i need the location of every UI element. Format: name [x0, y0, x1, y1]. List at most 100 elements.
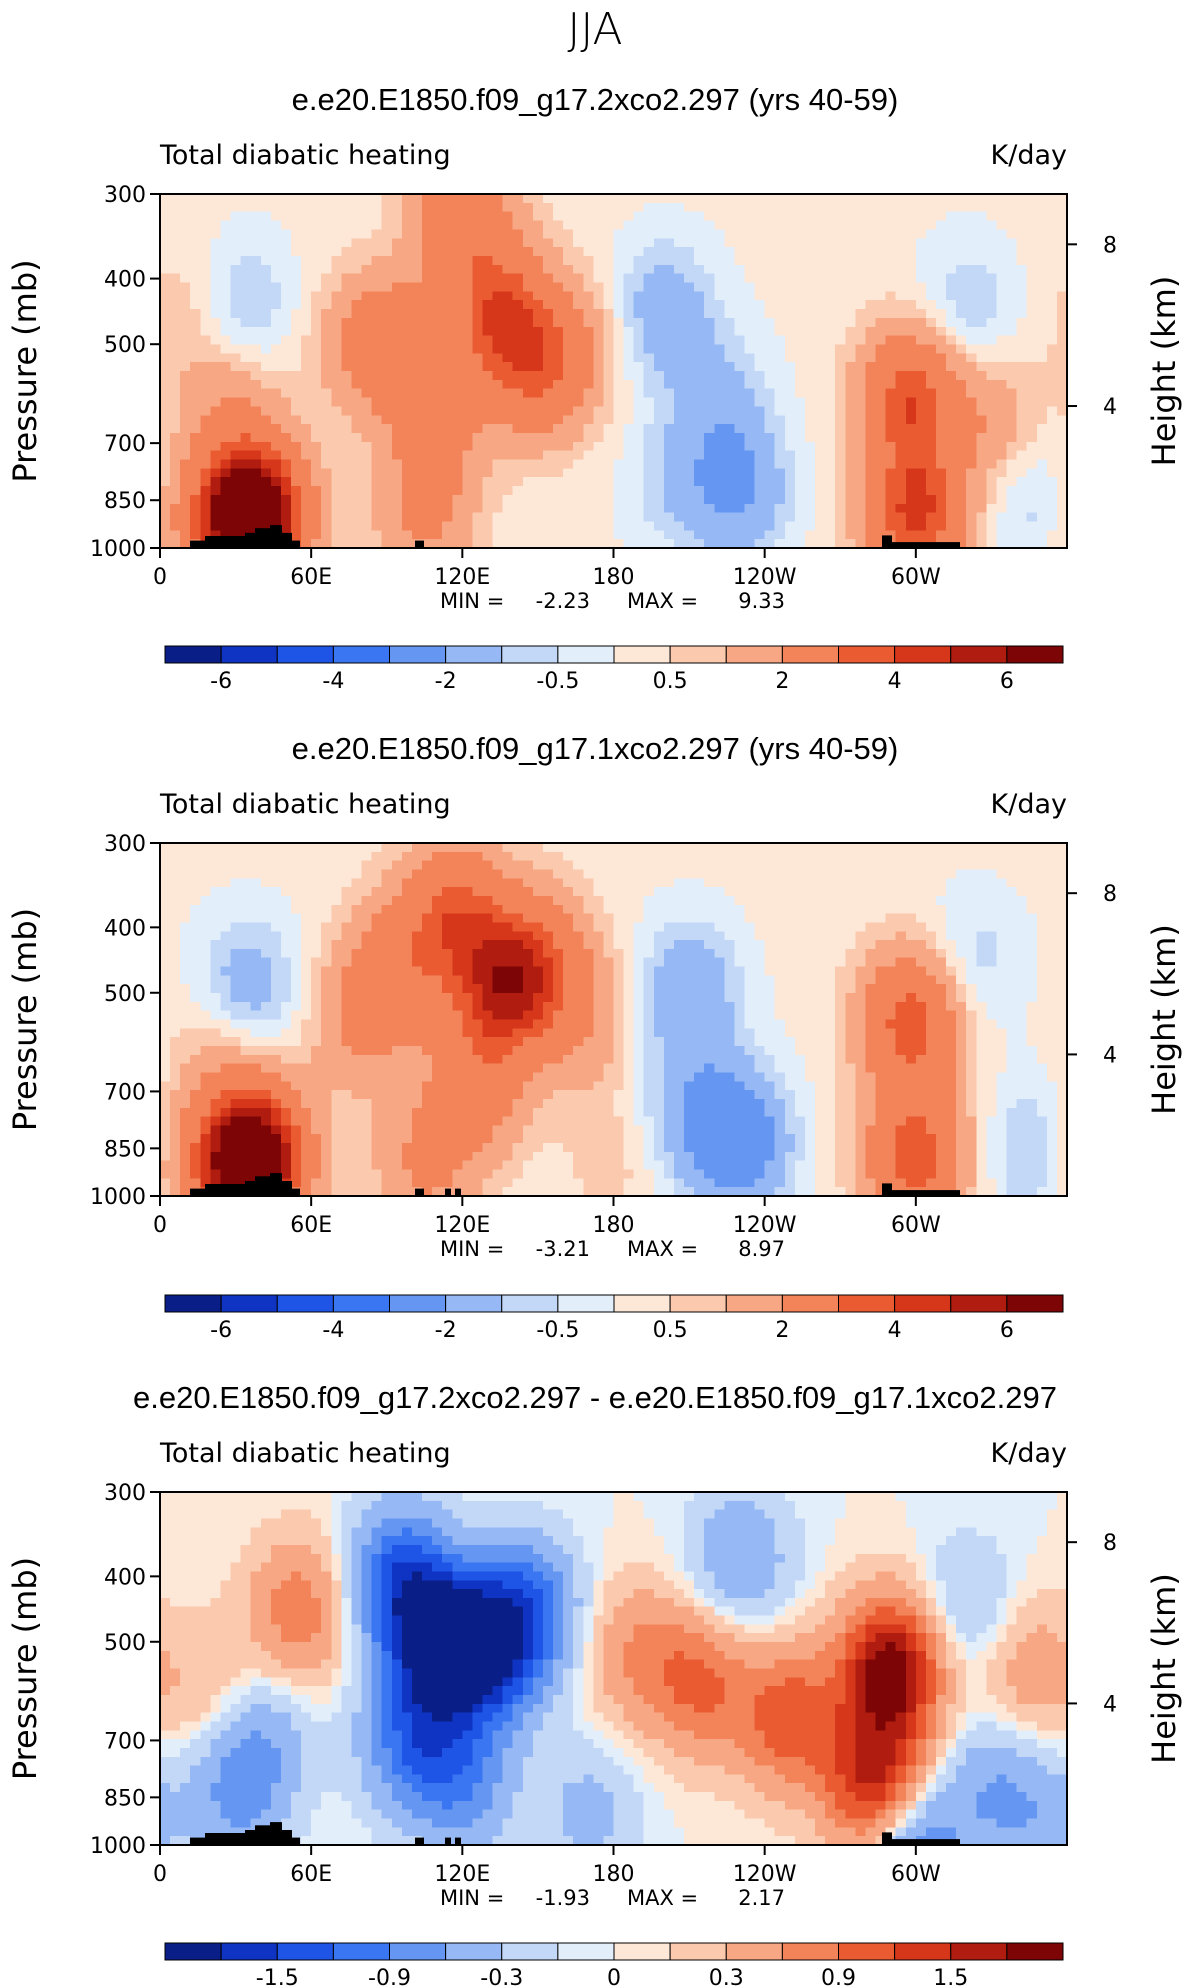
- heatmap-cell: [190, 424, 201, 434]
- heatmap-cell: [250, 211, 262, 222]
- heatmap-cell: [351, 397, 363, 407]
- heatmap-cell: [663, 530, 675, 540]
- heatmap-cell: [825, 477, 836, 487]
- heatmap-cell: [563, 468, 574, 478]
- heatmap-cell: [351, 1160, 363, 1171]
- heatmap-cell: [875, 371, 887, 381]
- heatmap-cell: [230, 415, 242, 425]
- heatmap-cell: [794, 211, 806, 222]
- heatmap-cell: [432, 317, 443, 328]
- heatmap-cell: [422, 238, 433, 248]
- heatmap-cell: [411, 878, 423, 888]
- heatmap-cell: [190, 1063, 201, 1074]
- heatmap-cell: [563, 194, 574, 204]
- heatmap-cell: [734, 282, 746, 292]
- heatmap-cell: [260, 291, 272, 301]
- heatmap-cell: [401, 503, 413, 514]
- heatmap-cell: [311, 194, 322, 204]
- heatmap-cell: [250, 1081, 262, 1091]
- heatmap-cell: [270, 344, 282, 354]
- heatmap-cell: [371, 887, 383, 897]
- heatmap-cell: [210, 895, 222, 906]
- heatmap-cell: [381, 1001, 393, 1012]
- heatmap-cell: [885, 194, 897, 204]
- heatmap-cell: [774, 530, 786, 540]
- heatmap-cell: [815, 494, 826, 505]
- heatmap-cell: [935, 211, 947, 222]
- heatmap-cell: [1046, 362, 1058, 372]
- heatmap-cell: [522, 388, 534, 399]
- heatmap-cell: [492, 468, 504, 478]
- heatmap-cell: [593, 273, 605, 284]
- heatmap-cell: [673, 362, 685, 372]
- heatmap-cell: [291, 211, 302, 222]
- heatmap-cell: [472, 940, 484, 950]
- heatmap-cell: [341, 264, 353, 275]
- heatmap-cell: [714, 477, 725, 487]
- heatmap-cell: [563, 521, 574, 531]
- heatmap-cell: [190, 282, 201, 292]
- heatmap-cell: [905, 194, 917, 204]
- heatmap-cell: [482, 1001, 494, 1012]
- heatmap-cell: [734, 530, 746, 540]
- heatmap-cell: [744, 424, 756, 434]
- heatmap-cell: [512, 273, 524, 284]
- heatmap-cell: [1026, 415, 1038, 425]
- heatmap-cell: [472, 931, 484, 941]
- heatmap-cell: [653, 238, 665, 248]
- heatmap-cell: [744, 371, 756, 381]
- heatmap-cell: [422, 1098, 433, 1109]
- heatmap-cell: [220, 432, 232, 443]
- heatmap-cell: [180, 459, 191, 469]
- heatmap-cell: [714, 247, 725, 257]
- heatmap-cell: [170, 344, 181, 354]
- heatmap-cell: [613, 211, 625, 222]
- heatmap-cell: [301, 247, 312, 257]
- heatmap-cell: [603, 326, 615, 337]
- heatmap-cell: [270, 860, 282, 871]
- heatmap-cell: [673, 539, 685, 549]
- heatmap-cell: [1006, 300, 1018, 310]
- heatmap-cell: [643, 317, 655, 328]
- heatmap-cell: [734, 415, 746, 425]
- heatmap-cell: [1046, 379, 1058, 390]
- heatmap-cell: [381, 459, 393, 469]
- heatmap-cell: [976, 353, 987, 363]
- heatmap-cell: [694, 282, 705, 292]
- heatmap-cell: [754, 220, 766, 230]
- heatmap-cell: [391, 1107, 403, 1118]
- heatmap-cell: [160, 887, 171, 897]
- heatmap-cell: [623, 539, 635, 549]
- heatmap-cell: [270, 300, 282, 310]
- heatmap-cell: [210, 530, 222, 540]
- heatmap-cell: [321, 931, 332, 941]
- heatmap-cell: [613, 282, 625, 292]
- heatmap-cell: [633, 344, 645, 354]
- heatmap-cell: [684, 317, 695, 328]
- heatmap-cell: [411, 397, 423, 407]
- heatmap-cell: [1036, 388, 1048, 399]
- heatmap-cell: [542, 494, 554, 505]
- heatmap-cell: [1006, 220, 1018, 230]
- heatmap-cell: [714, 388, 725, 399]
- heatmap-cell: [280, 353, 292, 363]
- heatmap-cell: [160, 530, 171, 540]
- heatmap-cell: [200, 406, 211, 416]
- topography-block: [270, 525, 282, 548]
- heatmap-cell: [946, 512, 957, 523]
- heatmap-cell: [855, 335, 867, 346]
- heatmap-cell: [946, 211, 957, 222]
- heatmap-cell: [583, 441, 594, 452]
- heatmap-cell: [381, 1187, 393, 1197]
- heatmap-cell: [341, 851, 353, 862]
- heatmap-cell: [230, 1090, 242, 1100]
- heatmap-cell: [563, 353, 574, 363]
- heatmap-cell: [170, 922, 181, 932]
- heatmap-cell: [885, 238, 897, 248]
- heatmap-cell: [704, 344, 715, 354]
- heatmap-cell: [230, 477, 242, 487]
- heatmap-cell: [270, 843, 282, 853]
- heatmap-cell: [593, 450, 605, 461]
- heatmap-cell: [694, 432, 705, 443]
- heatmap-cell: [905, 255, 917, 266]
